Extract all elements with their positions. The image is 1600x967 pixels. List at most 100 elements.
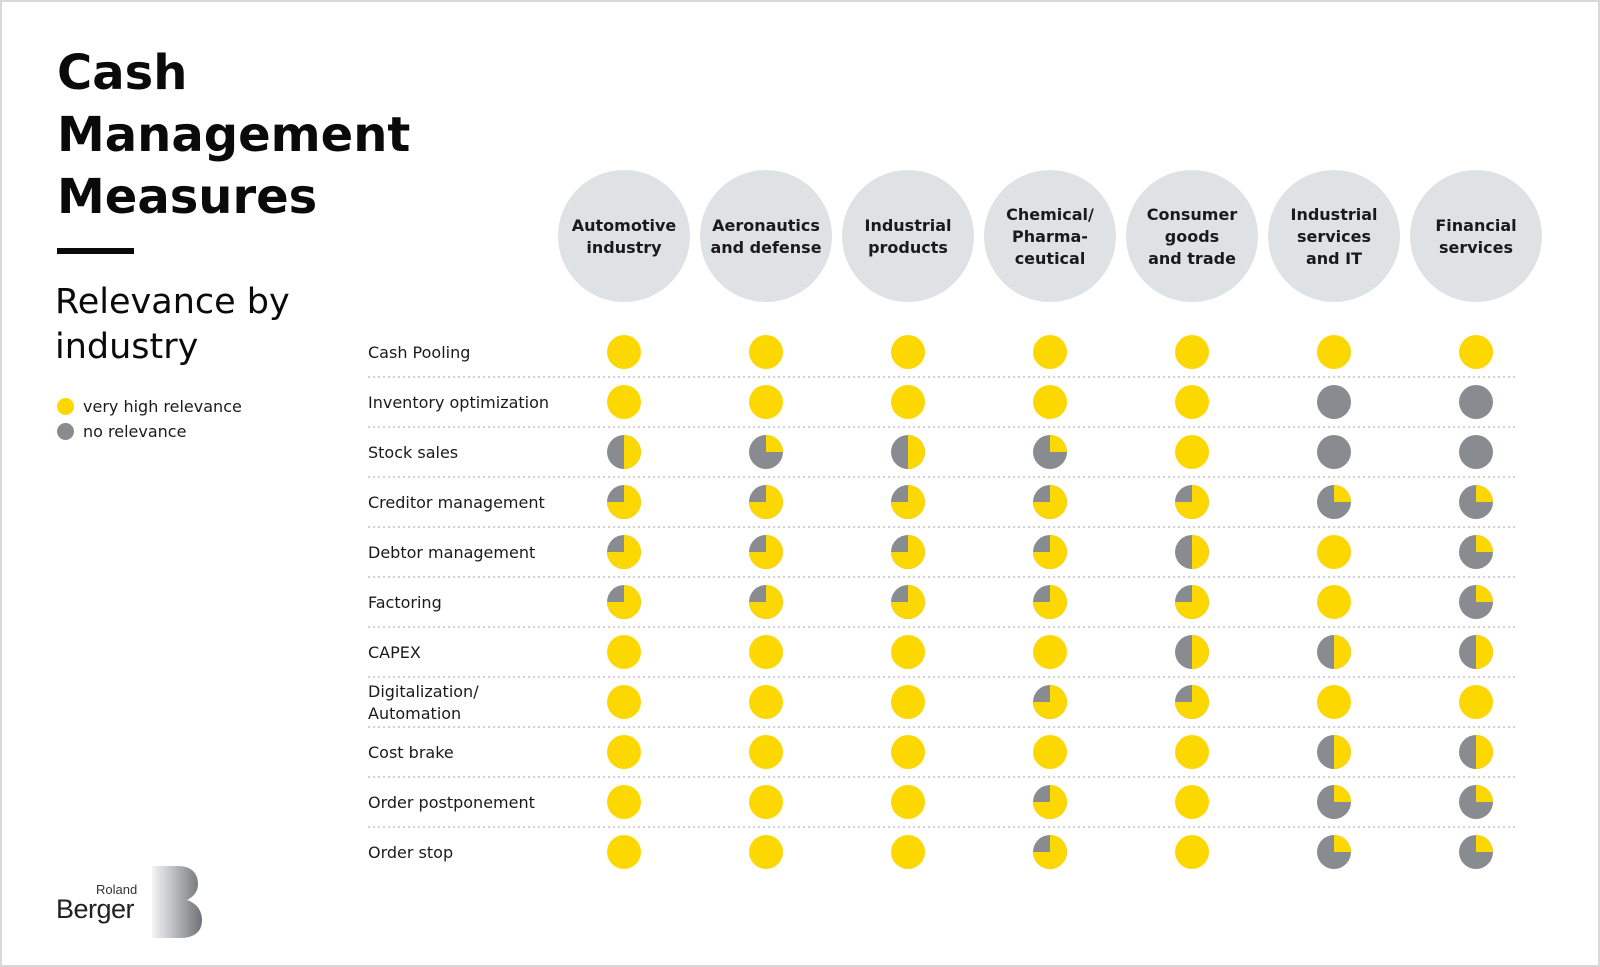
column-header-label: services [1439,238,1513,257]
relevance-dot [607,385,641,419]
relevance-dot-fill [1476,585,1493,602]
page-title: Cash Management Measures [57,42,410,228]
column-header-label: Industrial [864,216,951,235]
subtitle: Relevance by industry [55,280,290,370]
relevance-dot [1459,335,1493,369]
relevance-dot [607,735,641,769]
relevance-dot [607,635,641,669]
relevance-dot-fill [1033,785,1067,819]
relevance-dot [891,735,925,769]
column-header-label: industry [586,238,662,257]
subtitle-line: Relevance by [55,282,290,322]
relevance-dot-fill [1476,785,1493,802]
relevance-dot [1459,385,1493,419]
relevance-dot [1175,335,1209,369]
relevance-dot [1175,385,1209,419]
relevance-dot-fill [1476,635,1493,669]
row-label: Debtor management [368,543,535,562]
relevance-dot-fill [624,435,641,469]
relevance-dot [1317,435,1351,469]
relevance-dot [1459,435,1493,469]
relevance-dot-fill [1033,835,1067,869]
relevance-dot [1175,735,1209,769]
relevance-dot-fill [749,585,783,619]
relevance-dot [1033,385,1067,419]
row-label: Order stop [368,843,453,862]
relevance-dot-fill [908,435,925,469]
relevance-dot [749,385,783,419]
column-header-label: Automotive [572,216,677,235]
title-line: Cash [57,45,188,101]
column-header-label: Consumer [1147,205,1238,224]
relevance-dot-fill [1476,835,1493,852]
column-header-label: Pharma- [1012,227,1088,246]
relevance-dot-fill [1175,585,1209,619]
relevance-dot-fill [749,535,783,569]
row-label: Creditor management [368,493,545,512]
relevance-dot [1317,335,1351,369]
relevance-dot [607,335,641,369]
column-header-circle [700,170,832,302]
row-label: Inventory optimization [368,393,549,412]
relevance-dot [749,635,783,669]
relevance-dot [891,785,925,819]
column-header-circle [842,170,974,302]
row-label: Digitalization/ [368,682,479,701]
legend-label: very high relevance [83,397,242,416]
relevance-dot-fill [1476,735,1493,769]
title-line: Management [57,107,411,163]
legend-item-none: no relevance [57,419,242,444]
relevance-dot-fill [1033,535,1067,569]
title-line: Measures [57,169,318,225]
relevance-dot-fill [1033,685,1067,719]
relevance-dot [891,635,925,669]
relevance-dot [1459,685,1493,719]
column-header-label: Industrial [1290,205,1377,224]
relevance-dot [749,785,783,819]
relevance-dot-fill [1175,685,1209,719]
relevance-dot [1033,735,1067,769]
relevance-dot-fill [891,485,925,519]
column-header-circle [1410,170,1542,302]
column-header-label: and defense [710,238,821,257]
row-label: Cost brake [368,743,454,762]
legend-label: no relevance [83,422,187,441]
relevance-dot [1033,635,1067,669]
relevance-dot-fill [607,535,641,569]
relevance-dot-fill [1050,435,1067,452]
column-header-circle [1126,170,1258,302]
column-header-label: services [1297,227,1371,246]
column-header-label: Aeronautics [712,216,820,235]
relevance-dot-fill [1476,535,1493,552]
relevance-dot-fill [1334,635,1351,669]
relevance-dot [749,685,783,719]
relevance-dot-fill [1334,835,1351,852]
column-header-circle [1268,170,1400,302]
relevance-dot [891,835,925,869]
relevance-dot [1033,335,1067,369]
relevance-dot [1175,435,1209,469]
row-label: Automation [368,704,461,723]
column-header-label: goods [1165,227,1219,246]
relevance-dot [891,685,925,719]
relevance-dot-fill [749,485,783,519]
column-header-circle [558,170,690,302]
subtitle-line: industry [55,327,199,367]
column-header-label: and IT [1306,249,1362,268]
relevance-dot-fill [766,435,783,452]
relevance-dot [607,785,641,819]
row-label: Factoring [368,593,442,612]
column-header-circle [984,170,1116,302]
row-label: Cash Pooling [368,343,470,362]
logo-text-roland: Roland [96,882,138,897]
column-header-label: Financial [1435,216,1516,235]
relevance-dot-fill [1334,735,1351,769]
row-label: CAPEX [368,643,421,662]
relevance-dot [1175,835,1209,869]
relevance-dot-fill [1033,585,1067,619]
legend: very high relevance no relevance [57,394,242,444]
relevance-dot [749,735,783,769]
relevance-dot [891,385,925,419]
title-underline [57,248,134,254]
